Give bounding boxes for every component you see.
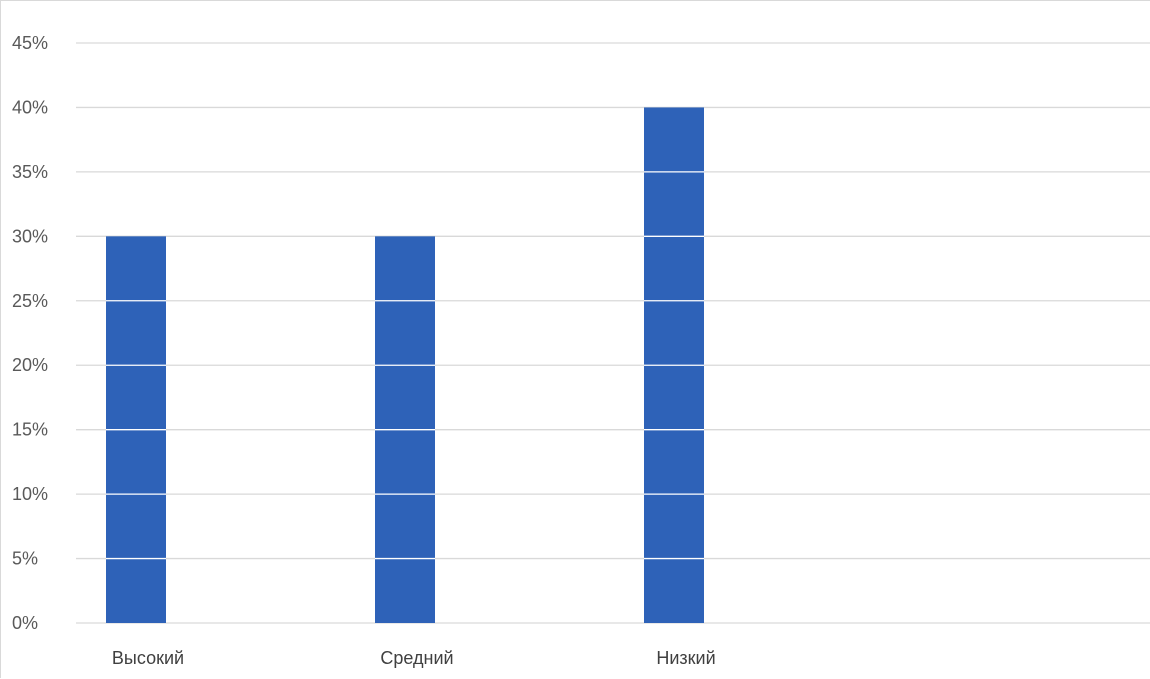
- y-tick-label: 35%: [12, 162, 48, 182]
- y-tick-label: 45%: [12, 33, 48, 53]
- y-tick-label: 40%: [12, 97, 48, 117]
- gridlines: [76, 42, 1150, 624]
- x-axis-categories: Высокий Средний Низкий: [112, 648, 716, 668]
- category-label: Высокий: [112, 648, 184, 668]
- bar-gridline-overlay: [106, 171, 704, 560]
- y-axis-ticks: 0% 5% 10% 15% 20% 25% 30% 35% 40% 45%: [12, 33, 48, 633]
- y-tick-label: 5%: [12, 549, 38, 569]
- y-tick-label: 0%: [12, 613, 38, 633]
- y-tick-label: 15%: [12, 420, 48, 440]
- category-label: Низкий: [656, 648, 715, 668]
- y-tick-label: 25%: [12, 291, 48, 311]
- y-tick-label: 30%: [12, 226, 48, 246]
- y-tick-label: 10%: [12, 484, 48, 504]
- y-tick-label: 20%: [12, 355, 48, 375]
- category-label: Средний: [380, 648, 453, 668]
